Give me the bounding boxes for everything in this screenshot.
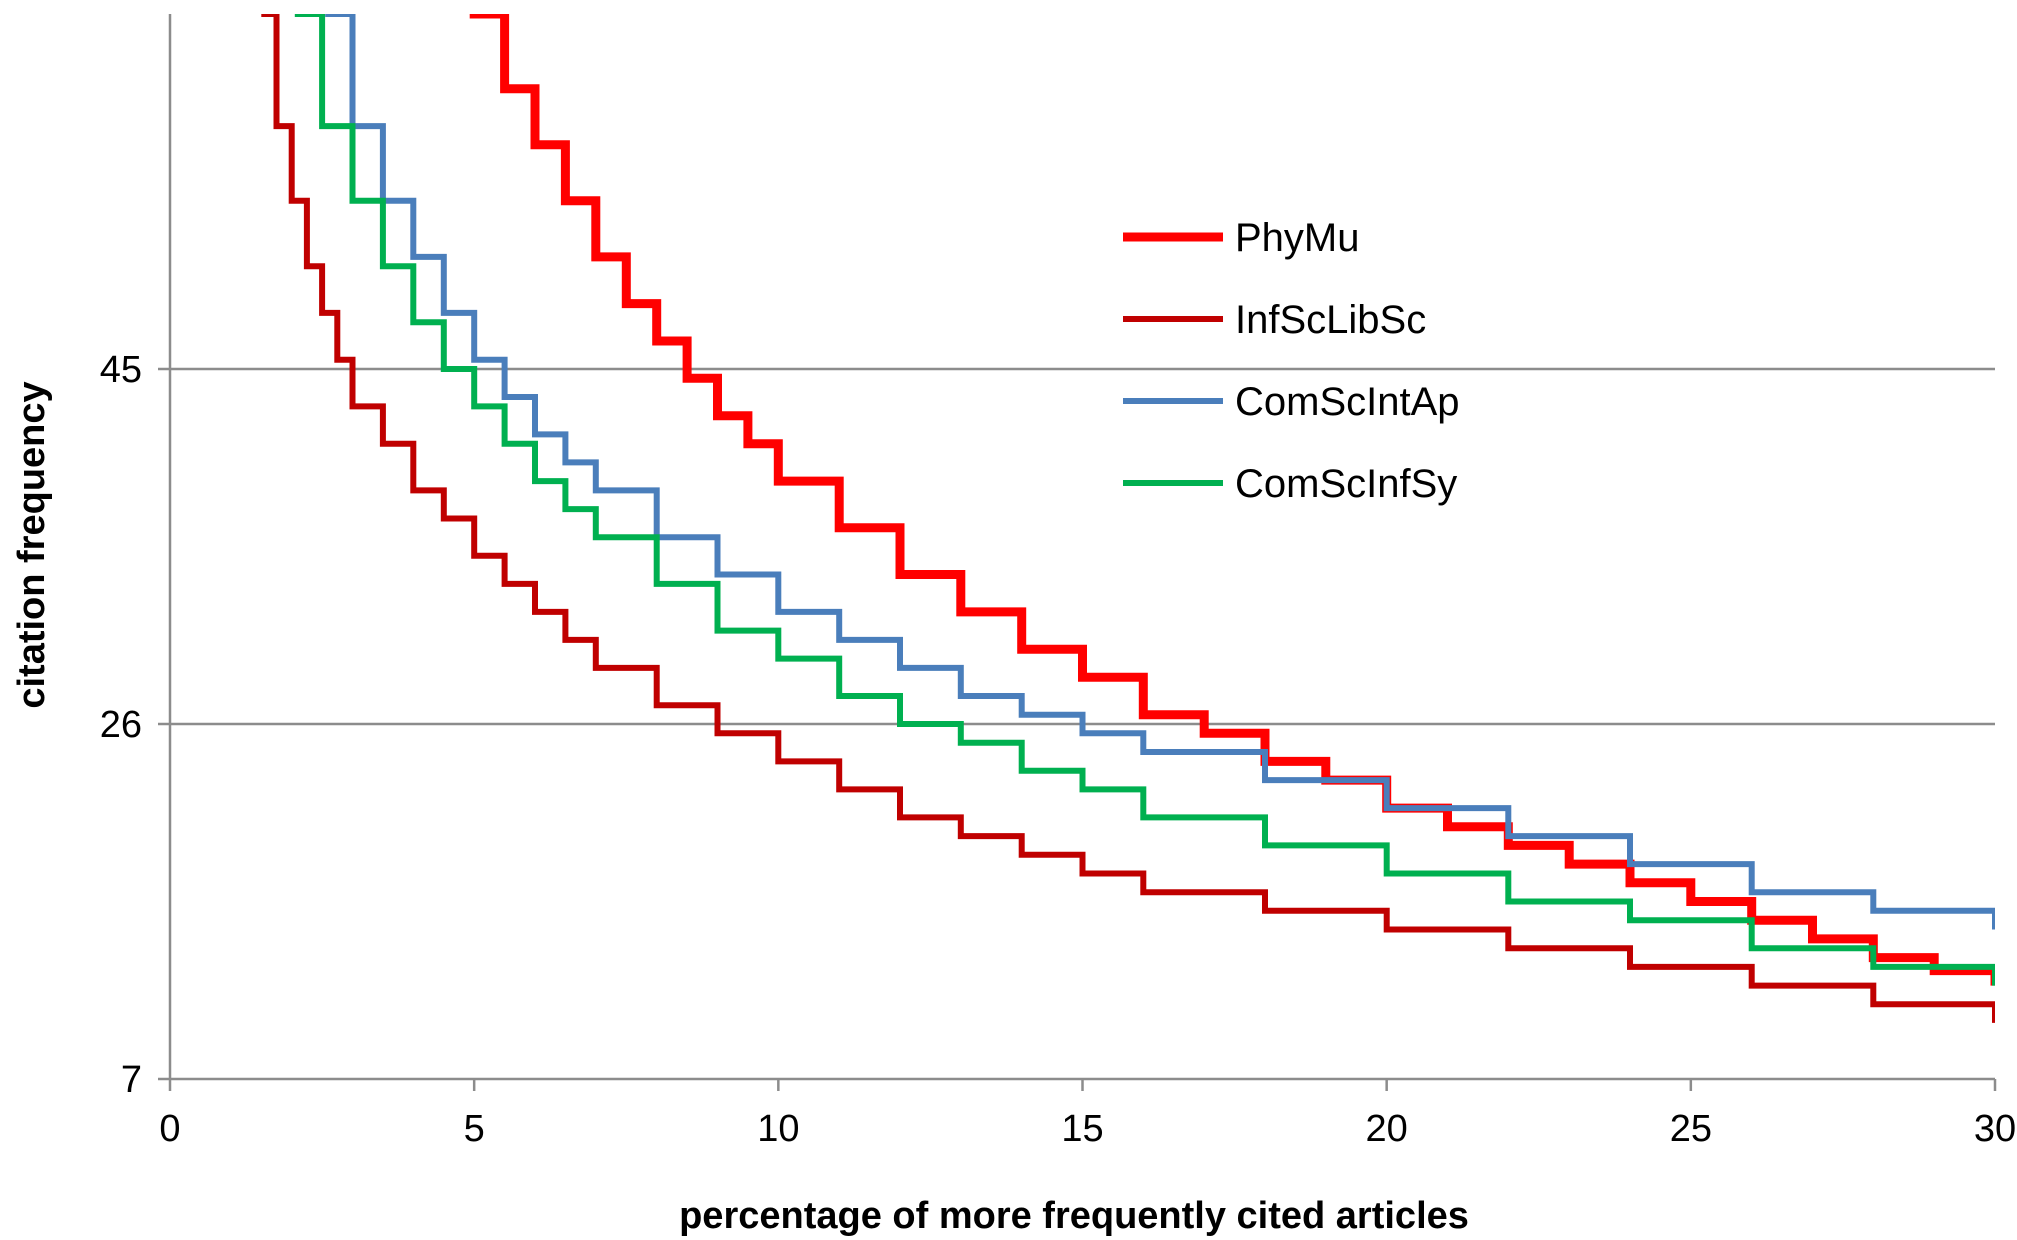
- y-tick-label-26: 26: [100, 704, 142, 746]
- legend-item-comscintap: ComScIntAp: [1123, 380, 1460, 424]
- series-line-comscintap: [325, 14, 1995, 930]
- legend-label-comscintap: ComScIntAp: [1235, 380, 1460, 424]
- legend-label-infsclibsc: InfScLibSc: [1235, 298, 1426, 342]
- axes: [158, 14, 1997, 1091]
- x-tick-label-5: 5: [464, 1108, 485, 1150]
- series-line-infsclibsc: [261, 14, 1995, 1023]
- x-tick-label-25: 25: [1670, 1108, 1712, 1150]
- y-tick-label-7: 7: [121, 1059, 142, 1101]
- x-tick-label-15: 15: [1061, 1108, 1103, 1150]
- legend-label-comscinfsy: ComScInfSy: [1235, 462, 1457, 506]
- legend-item-phymu: PhyMu: [1123, 216, 1360, 260]
- series-line-phymu: [469, 14, 1995, 986]
- x-tick-label-0: 0: [159, 1108, 180, 1150]
- y-axis-title: citation frequency: [11, 381, 53, 708]
- x-tick-label-20: 20: [1366, 1108, 1408, 1150]
- x-tick-label-30: 30: [1974, 1108, 2016, 1150]
- x-tick-label-10: 10: [757, 1108, 799, 1150]
- legend-item-comscinfsy: ComScInfSy: [1123, 462, 1457, 506]
- tick-labels: 0 5 10 15 20 25 30 7 26 45: [100, 349, 2016, 1150]
- x-axis-title: percentage of more frequently cited arti…: [679, 1195, 1469, 1237]
- series-line-comscinfsy: [294, 14, 1995, 986]
- legend: PhyMu InfScLibSc ComScIntAp ComScInfSy: [1123, 216, 1460, 506]
- y-tick-label-45: 45: [100, 349, 142, 391]
- legend-item-infsclibsc: InfScLibSc: [1123, 298, 1426, 342]
- data-series: [261, 14, 1995, 1023]
- legend-label-phymu: PhyMu: [1235, 216, 1360, 260]
